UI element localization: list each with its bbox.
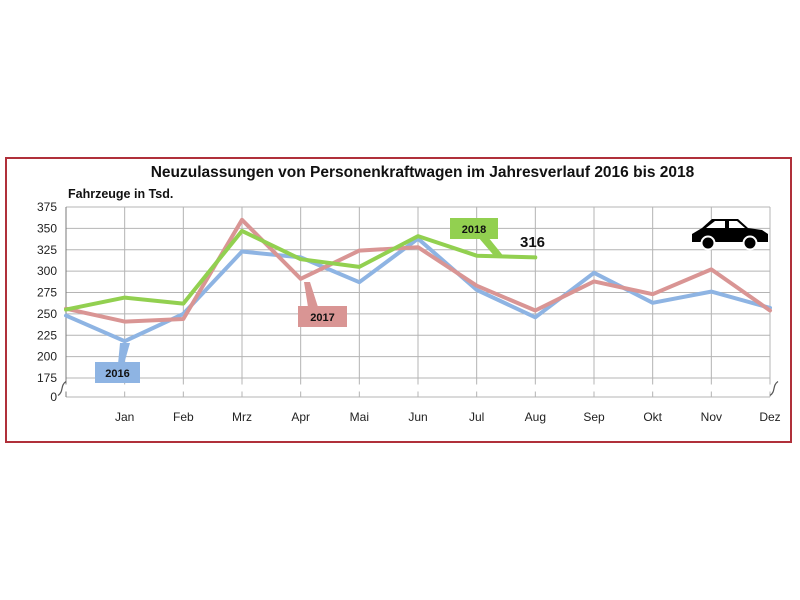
- axis-break-gap: [58, 384, 778, 392]
- x-tick-label: Aug: [525, 410, 546, 424]
- y-tick-label: 0: [50, 390, 57, 404]
- latest-value-label: 316: [520, 234, 545, 251]
- axis-break-right: [769, 381, 779, 396]
- x-tick-label: Feb: [173, 410, 194, 424]
- axis-break-left: [57, 381, 67, 396]
- x-tick-label: Dez: [759, 410, 780, 424]
- series-line-2017: [64, 217, 772, 324]
- y-tick-label: 375: [37, 200, 57, 214]
- series-line-2018: [64, 228, 538, 312]
- x-tick-label: Nov: [701, 410, 722, 424]
- y-tick-label: 200: [37, 350, 57, 364]
- callout-2016-box: [95, 362, 140, 383]
- y-tick-label: 325: [37, 243, 57, 257]
- y-axis-label: Fahrzeuge in Tsd.: [68, 187, 174, 201]
- callout-2017-box: [298, 306, 347, 327]
- callout-2016-pointer: [118, 343, 130, 364]
- callout-2017-pointer: [304, 282, 318, 307]
- x-tick-label: Mrz: [232, 410, 252, 424]
- y-tick-label: 300: [37, 264, 57, 278]
- x-tick-label: Sep: [583, 410, 605, 424]
- chart-title: Neuzulassungen von Personenkraftwagen im…: [150, 164, 695, 181]
- y-tick-label: 250: [37, 307, 57, 321]
- x-tick-label: Jul: [469, 410, 484, 424]
- x-tick-label: Jan: [115, 410, 134, 424]
- tick-labels: 375 350 325 300 275 250 225 200 175 0 Jan Feb Mrz Apr…: [37, 200, 781, 424]
- callout-2018-pointer: [478, 237, 505, 258]
- x-tick-label: Apr: [291, 410, 310, 424]
- car-icon: [692, 219, 768, 251]
- callout-2018-box: [450, 218, 498, 239]
- series-lines: [64, 217, 772, 344]
- callout-2017-label: 2017: [310, 312, 334, 324]
- y-tick-label: 225: [37, 328, 57, 342]
- callout-2018-label: 2018: [462, 224, 486, 236]
- series-line-2016: [64, 236, 772, 344]
- y-tick-label: 350: [37, 221, 57, 235]
- callouts: 2016 2017 2018 316: [95, 218, 545, 383]
- x-tick-label: Jun: [408, 410, 427, 424]
- x-tick-label: Okt: [643, 410, 662, 424]
- callout-2016-label: 2016: [105, 368, 129, 380]
- y-tick-label: 275: [37, 286, 57, 300]
- y-tick-label: 175: [37, 371, 57, 385]
- x-tick-label: Mai: [350, 410, 369, 424]
